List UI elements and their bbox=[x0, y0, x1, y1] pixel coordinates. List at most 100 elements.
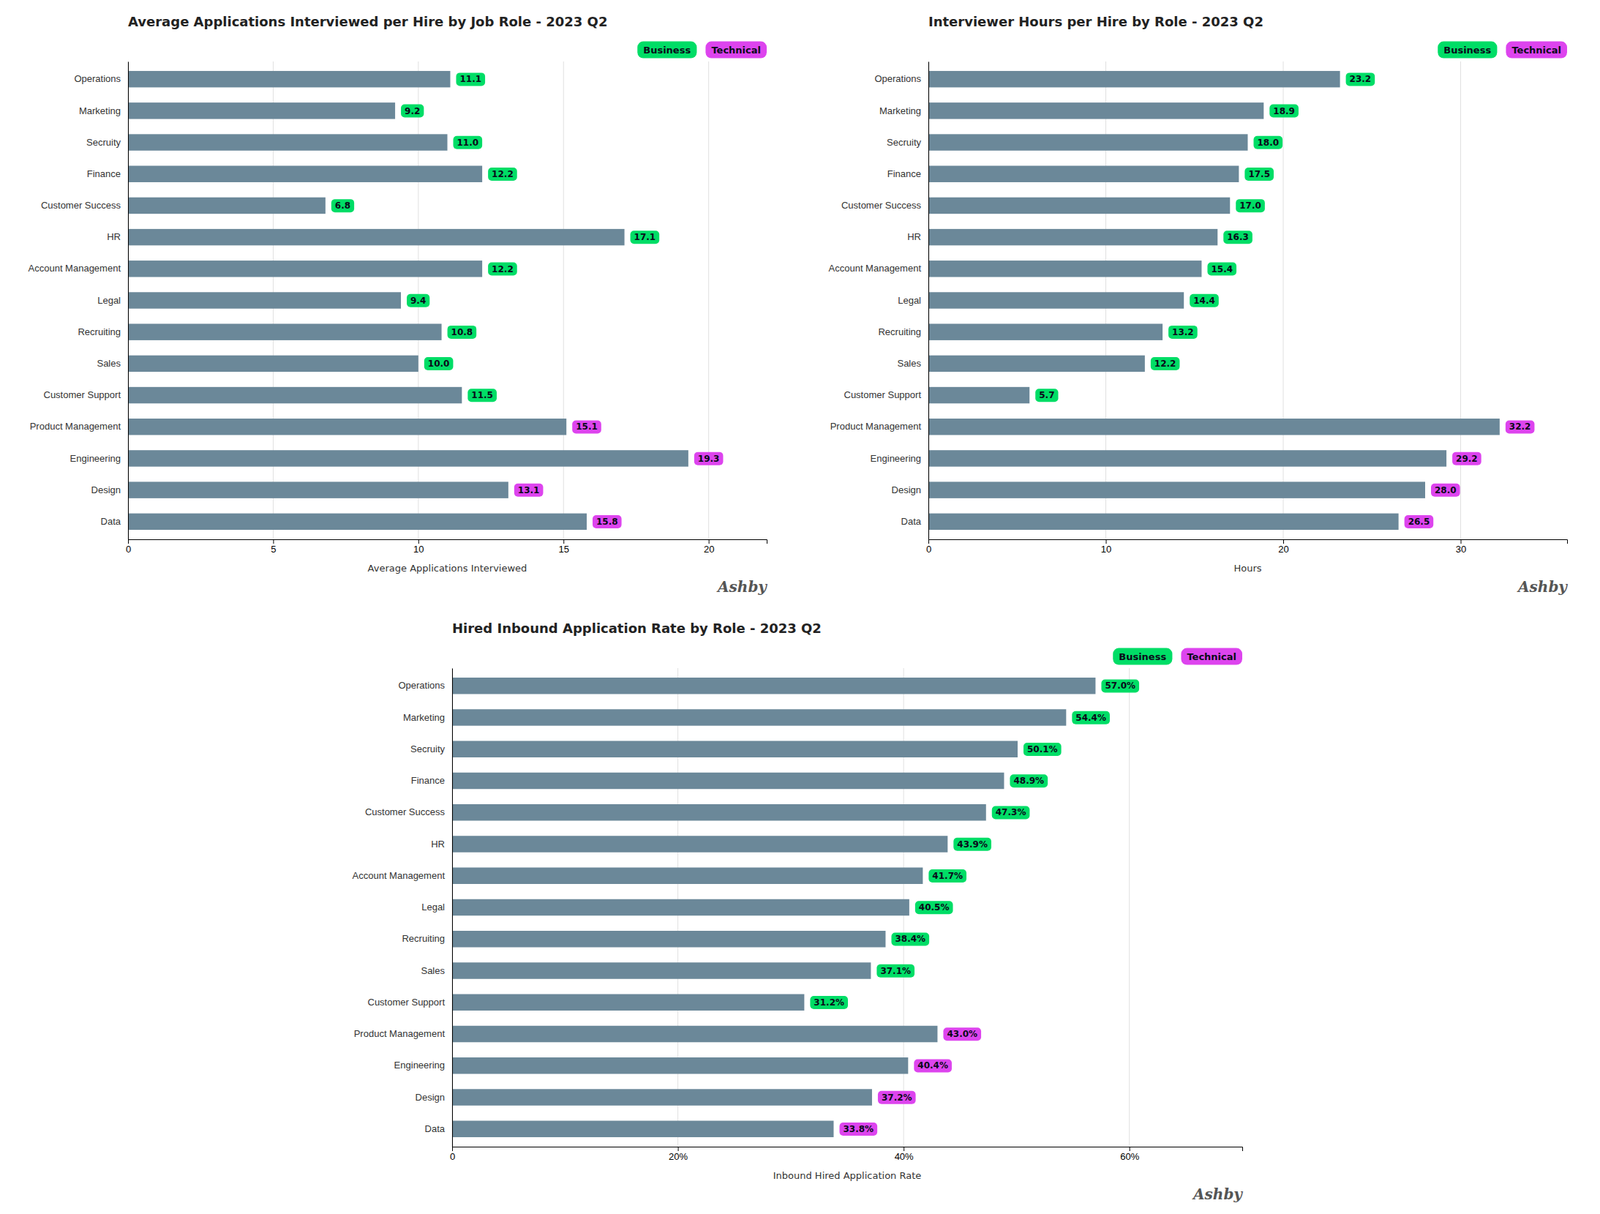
data-label-background bbox=[572, 419, 602, 434]
grid-line bbox=[1128, 667, 1130, 1147]
category-label: Sales bbox=[420, 964, 445, 976]
axis-domain bbox=[128, 62, 129, 540]
legend-label: Business bbox=[643, 44, 691, 56]
category-label: Customer Success bbox=[40, 199, 122, 211]
x-tick: 60% bbox=[1120, 1146, 1140, 1162]
bar bbox=[128, 323, 442, 340]
tick-label: 10 bbox=[1101, 543, 1112, 555]
category-label: Product Management bbox=[830, 420, 922, 432]
category-label: Customer Support bbox=[844, 389, 922, 401]
bar bbox=[928, 387, 1030, 404]
bar bbox=[128, 387, 462, 404]
category-label: Marketing bbox=[403, 711, 445, 723]
data-label-group: 10.0 bbox=[424, 357, 454, 371]
category-label: Recruiting bbox=[401, 932, 445, 944]
chart: 05101520OperationsMarketingSecruityFinan… bbox=[28, 13, 769, 596]
category-label: HR bbox=[907, 231, 922, 243]
data-label: 29.2 bbox=[1455, 453, 1478, 464]
tick-label: 30 bbox=[1455, 543, 1467, 555]
data-label: 18.0 bbox=[1257, 137, 1280, 148]
category-label: Data bbox=[100, 515, 122, 527]
tick-label: 60% bbox=[1120, 1150, 1140, 1162]
data-label: 32.2 bbox=[1509, 421, 1532, 432]
bar bbox=[928, 133, 1249, 150]
data-label: 12.2 bbox=[491, 168, 514, 180]
y-tick: Secruity bbox=[86, 136, 121, 148]
x-tick: 20 bbox=[703, 539, 715, 555]
data-label-background bbox=[630, 230, 660, 244]
tick-label: 5 bbox=[270, 543, 276, 555]
axis-domain bbox=[928, 62, 930, 540]
y-tick: Data bbox=[425, 1122, 446, 1134]
bar bbox=[452, 804, 987, 821]
y-tick: Customer Support bbox=[367, 996, 446, 1008]
data-label-background bbox=[839, 1122, 878, 1136]
y-tick: HR bbox=[106, 231, 121, 243]
legend-label: Technical bbox=[1511, 44, 1562, 56]
data-label-background bbox=[1101, 678, 1140, 693]
y-tick: Recruiting bbox=[401, 932, 445, 944]
data-label-group: 15.1 bbox=[572, 419, 602, 434]
data-label: 17.1 bbox=[634, 231, 657, 243]
data-label-group: 13.2 bbox=[1168, 325, 1198, 339]
axis-domain bbox=[452, 1147, 1243, 1152]
data-label-background bbox=[1035, 388, 1058, 402]
data-label-group: 17.1 bbox=[630, 230, 660, 244]
bar bbox=[452, 1057, 908, 1074]
tick-mark bbox=[708, 539, 710, 544]
bar bbox=[928, 481, 1426, 498]
y-tick: Customer Success bbox=[40, 199, 122, 211]
x-tick: 20% bbox=[668, 1146, 688, 1162]
category-label: Data bbox=[901, 515, 922, 527]
data-label: 15.4 bbox=[1210, 264, 1233, 275]
bar bbox=[928, 291, 1184, 309]
data-label-background bbox=[694, 452, 724, 466]
legend-item: Technical bbox=[1505, 41, 1568, 59]
category-label: Account Management bbox=[352, 869, 446, 881]
grid-line bbox=[452, 667, 453, 1147]
grid-line bbox=[1283, 61, 1284, 540]
y-tick: Marketing bbox=[879, 105, 922, 117]
data-label: 9.4 bbox=[410, 295, 426, 306]
y-tick: Sales bbox=[96, 357, 121, 369]
y-tick: Marketing bbox=[403, 711, 445, 723]
y-tick: HR bbox=[907, 231, 922, 243]
y-tick: Customer Support bbox=[43, 389, 122, 401]
category-label: Design bbox=[891, 484, 922, 496]
data-label-background bbox=[809, 995, 848, 1009]
annotation: Ashby bbox=[716, 577, 768, 596]
category-label: Operations bbox=[397, 679, 445, 691]
data-label: 43.9% bbox=[956, 839, 988, 850]
y-tick: Recruiting bbox=[877, 326, 922, 338]
bar bbox=[452, 994, 805, 1011]
tick-mark bbox=[678, 1146, 679, 1151]
data-label: 15.8 bbox=[596, 516, 619, 527]
data-label-background bbox=[487, 262, 518, 276]
y-tick: Operations bbox=[73, 73, 121, 85]
data-label-group: 57.0% bbox=[1101, 678, 1140, 693]
y-axis: OperationsMarketingSecruityFinanceCustom… bbox=[352, 668, 453, 1148]
data-label: 57.0% bbox=[1104, 680, 1136, 691]
category-label: Account Management bbox=[828, 262, 922, 274]
data-label-background bbox=[424, 357, 454, 371]
legend-swatch bbox=[1505, 41, 1568, 59]
data-label: 18.9 bbox=[1272, 106, 1295, 117]
legend-swatch bbox=[637, 41, 697, 59]
bar bbox=[128, 228, 625, 246]
category-label: Data bbox=[425, 1122, 446, 1134]
tick-label: 0 bbox=[449, 1150, 456, 1162]
data-label-group: 26.5 bbox=[1404, 515, 1434, 529]
y-tick: Design bbox=[415, 1091, 445, 1103]
data-label-background bbox=[1168, 325, 1198, 339]
data-label: 28.0 bbox=[1434, 485, 1457, 496]
bar bbox=[452, 740, 1018, 757]
data-label-group: 18.9 bbox=[1269, 104, 1299, 118]
data-label: 54.4% bbox=[1075, 712, 1107, 723]
y-axis: OperationsMarketingSecruityFinanceCustom… bbox=[28, 62, 129, 540]
y-tick: Legal bbox=[897, 294, 922, 306]
category-label: Marketing bbox=[79, 105, 121, 117]
bar bbox=[128, 481, 509, 498]
data-label-background bbox=[915, 900, 954, 914]
y-tick: Customer Success bbox=[365, 806, 446, 818]
x-tick: 0 bbox=[449, 1146, 456, 1162]
